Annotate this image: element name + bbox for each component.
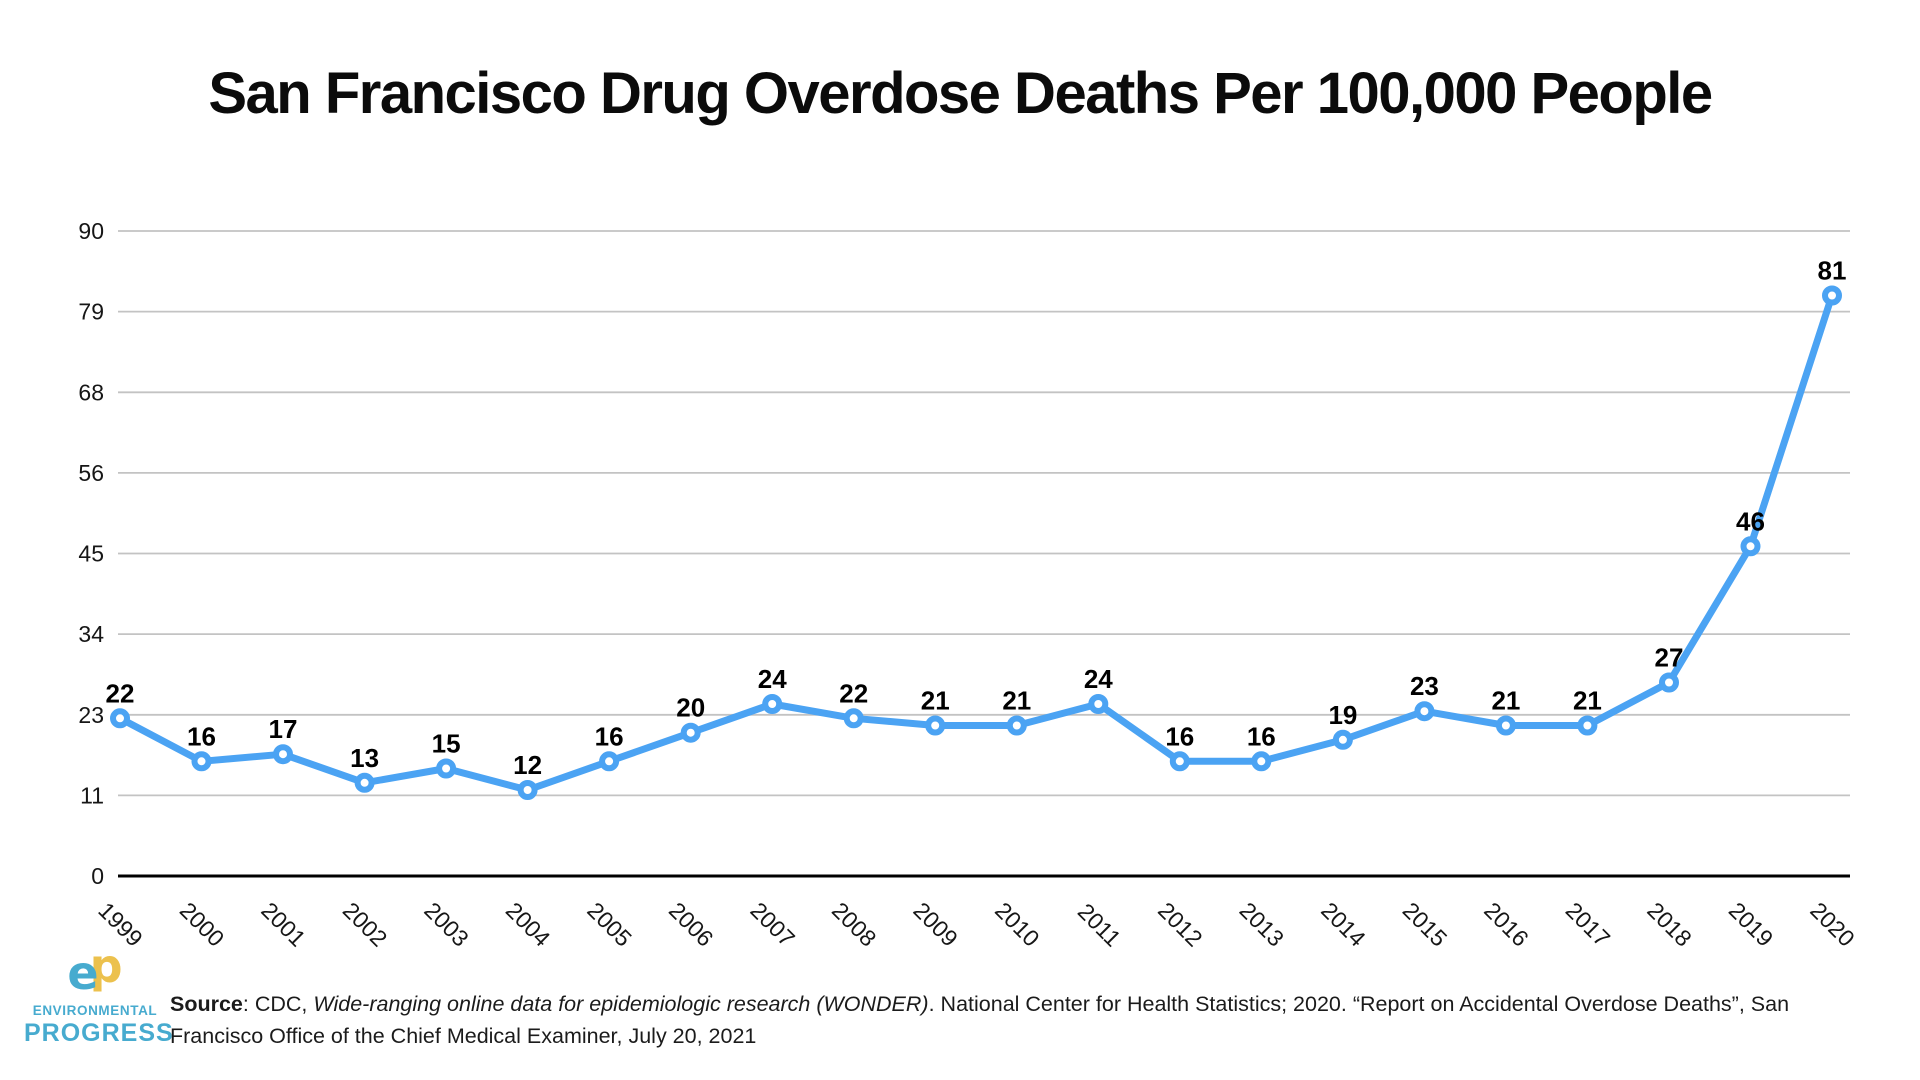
data-point — [110, 708, 130, 729]
data-label: 81 — [1818, 256, 1847, 286]
data-label: 21 — [1002, 686, 1031, 716]
x-tick-label: 2005 — [582, 897, 637, 952]
data-label: 16 — [595, 721, 624, 751]
data-point — [517, 780, 538, 800]
data-label: 21 — [1573, 686, 1602, 716]
x-tick-label: 2012 — [1153, 897, 1208, 952]
source-text-2: . National Center for Health Statistics;… — [170, 992, 1790, 1049]
data-point — [273, 744, 293, 765]
logo-text-environmental: ENVIRONMENTAL — [32, 1003, 158, 1018]
x-tick-label: 2010 — [990, 897, 1045, 952]
x-tick-label: 2013 — [1235, 897, 1290, 952]
monogram-p: p — [89, 939, 123, 993]
y-tick-label: 34 — [78, 621, 104, 647]
data-point — [1088, 694, 1109, 714]
data-label: 21 — [1491, 686, 1520, 716]
data-label: 16 — [1165, 721, 1194, 751]
data-label: 19 — [1328, 700, 1357, 730]
data-point — [1251, 751, 1272, 772]
x-tick-label: 2009 — [908, 897, 963, 952]
data-point — [191, 751, 212, 772]
data-point — [1740, 536, 1761, 557]
x-tick-label: 2020 — [1805, 897, 1860, 952]
data-label: 17 — [269, 714, 298, 744]
x-tick-label: 2017 — [1561, 897, 1616, 952]
data-label: 12 — [513, 750, 542, 780]
data-point — [680, 722, 701, 743]
data-point — [1169, 751, 1190, 772]
y-tick-label: 68 — [78, 379, 104, 405]
source-text-italic: Wide-ranging online data for epidemiolog… — [313, 992, 929, 1016]
data-point — [843, 708, 864, 729]
y-tick-label: 0 — [91, 863, 104, 889]
data-point — [1332, 729, 1353, 750]
data-point — [599, 751, 620, 772]
data-label: 21 — [921, 686, 950, 716]
y-tick-label: 45 — [78, 541, 104, 567]
environmental-progress-logo: ep ENVIRONMENTAL PROGRESS — [24, 943, 174, 1047]
data-label: 15 — [432, 729, 461, 759]
x-tick-label: 2003 — [419, 897, 474, 952]
data-label: 13 — [350, 743, 379, 773]
data-point — [354, 772, 375, 793]
data-point — [762, 694, 783, 714]
source-citation: Source: CDC, Wide-ranging online data fo… — [170, 988, 1870, 1053]
data-point — [1822, 285, 1842, 306]
data-point — [436, 758, 457, 779]
x-tick-label: 2007 — [745, 897, 800, 952]
x-tick-label: 2016 — [1479, 897, 1534, 952]
data-label: 46 — [1736, 506, 1765, 536]
data-point — [925, 715, 946, 736]
logo-text-progress: PROGRESS — [24, 1018, 174, 1047]
x-tick-label: 2006 — [664, 897, 719, 952]
data-point — [1495, 715, 1516, 736]
y-tick-label: 56 — [78, 460, 104, 486]
x-tick-label: 2008 — [827, 897, 882, 952]
monogram-e: e — [67, 946, 99, 1000]
data-point — [1006, 715, 1027, 736]
data-label: 22 — [839, 678, 868, 708]
data-label: 24 — [1084, 664, 1113, 694]
x-tick-label: 2014 — [1316, 897, 1371, 952]
data-point — [1414, 701, 1435, 722]
x-tick-label: 2019 — [1724, 897, 1779, 952]
y-tick-label: 23 — [78, 702, 104, 728]
data-label: 20 — [676, 693, 705, 723]
data-point — [1577, 715, 1598, 736]
data-label: 22 — [106, 678, 135, 708]
data-label: 24 — [758, 664, 787, 694]
y-tick-label: 90 — [78, 218, 104, 244]
x-tick-label: 2001 — [256, 897, 311, 952]
data-label: 23 — [1410, 671, 1439, 701]
data-label: 27 — [1655, 643, 1684, 673]
y-tick-label: 11 — [80, 782, 104, 808]
x-tick-label: 2018 — [1642, 897, 1697, 952]
x-tick-label: 2000 — [175, 897, 230, 952]
source-label: Source — [170, 992, 243, 1016]
x-tick-label: 2011 — [1073, 898, 1126, 951]
x-tick-label: 2004 — [501, 897, 556, 952]
data-label: 16 — [1247, 721, 1276, 751]
data-point — [1659, 672, 1679, 693]
y-tick-label: 79 — [78, 299, 104, 325]
x-tick-label: 2002 — [338, 897, 393, 952]
x-tick-label: 2015 — [1398, 897, 1453, 952]
ep-monogram-icon: ep — [24, 943, 166, 1002]
source-text-1: : CDC, — [242, 992, 314, 1016]
data-line — [116, 292, 1836, 794]
chart-title: San Francisco Drug Overdose Deaths Per 1… — [208, 61, 1713, 126]
data-label: 16 — [187, 721, 216, 751]
